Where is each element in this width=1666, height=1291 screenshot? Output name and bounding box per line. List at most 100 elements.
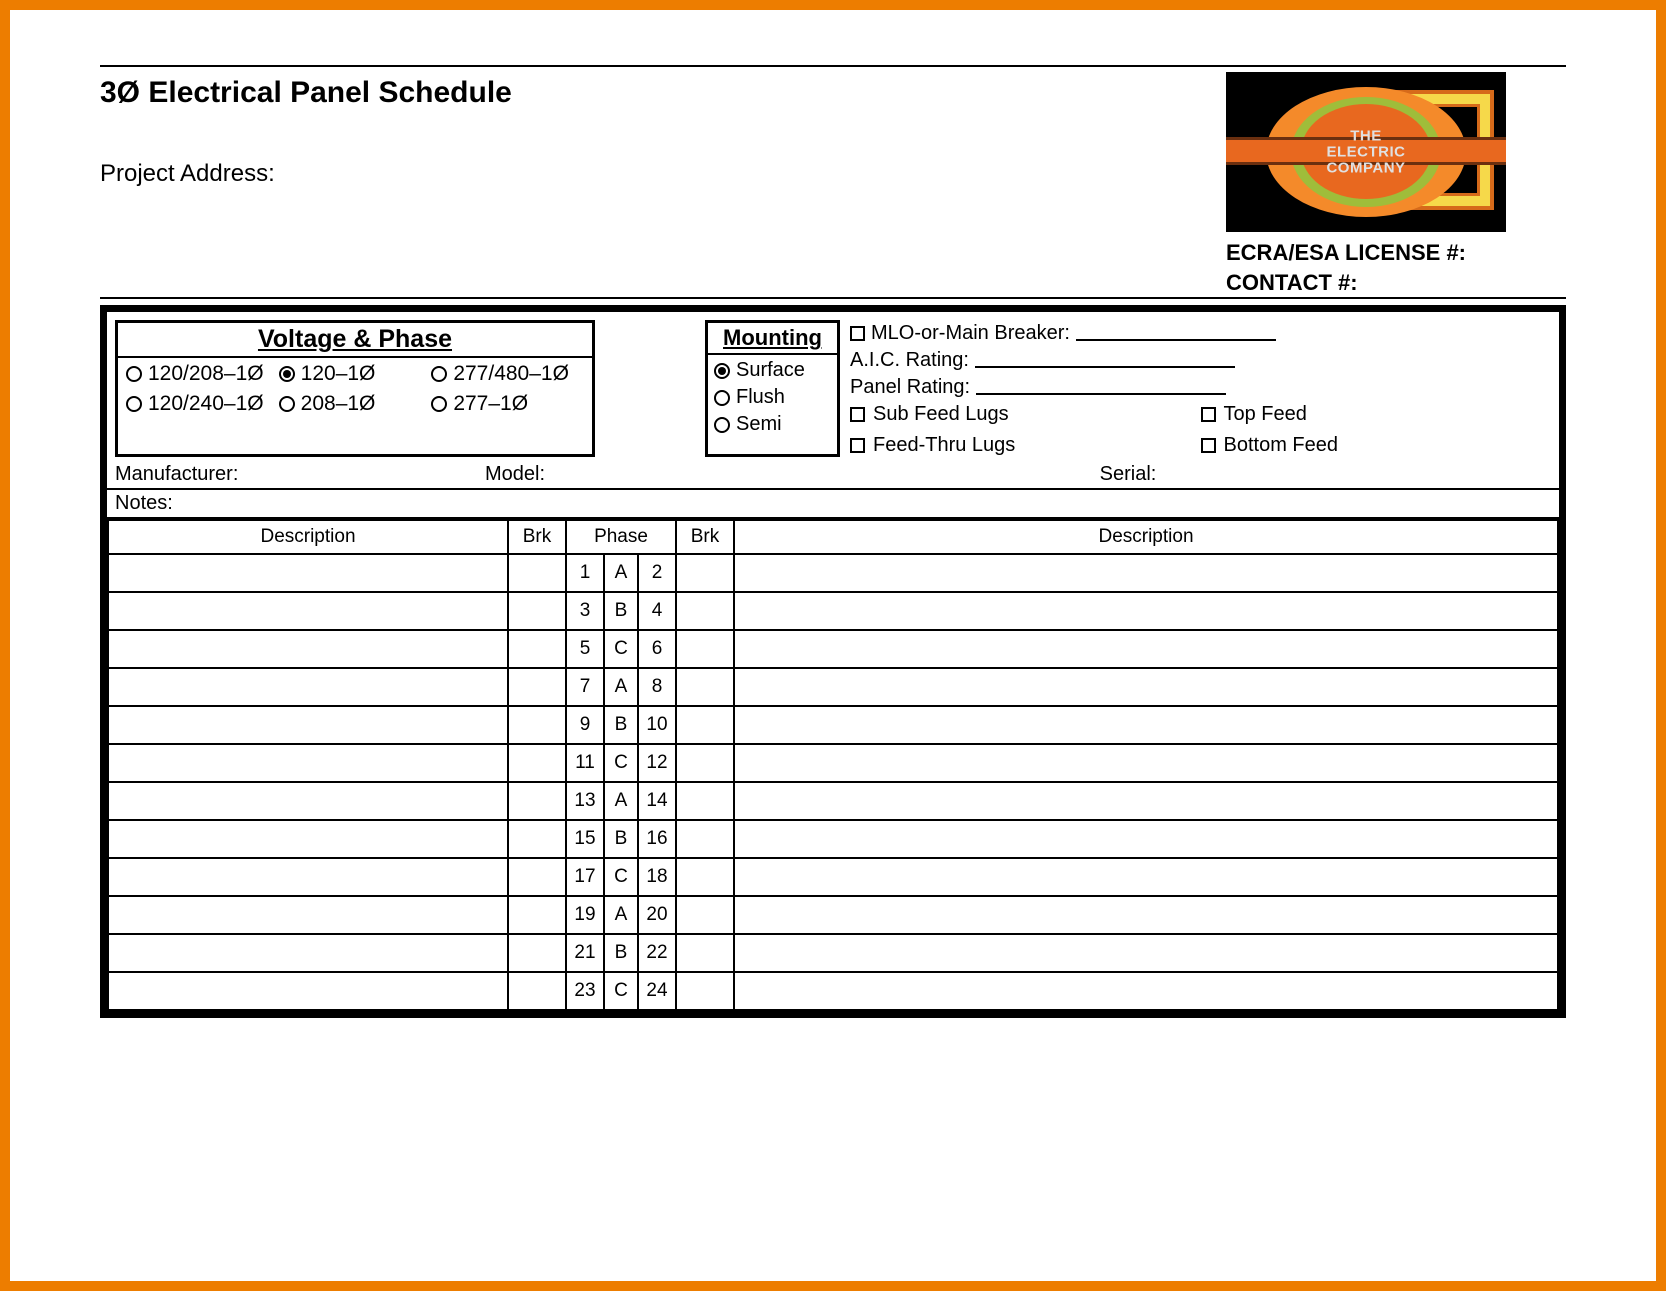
desc-right-cell[interactable] — [734, 706, 1558, 744]
checkbox-icon — [1201, 407, 1216, 422]
desc-left-cell[interactable] — [108, 592, 508, 630]
option-label: 277/480–1Ø — [453, 362, 569, 386]
circuit-num-left: 5 — [566, 630, 604, 668]
desc-right-cell[interactable] — [734, 782, 1558, 820]
contact-label: CONTACT #: — [1226, 268, 1566, 298]
voltage-phase-option[interactable]: 120/208–1Ø — [126, 362, 279, 386]
mlo-field[interactable] — [1076, 327, 1276, 341]
voltage-phase-option[interactable]: 120/240–1Ø — [126, 392, 279, 416]
brk-right-cell[interactable] — [676, 668, 734, 706]
radio-icon — [714, 363, 730, 379]
logo-line2: ELECTRIC — [1327, 143, 1406, 160]
phase-cell: B — [604, 706, 638, 744]
feed-checkbox-item[interactable]: Feed-Thru Lugs — [850, 434, 1201, 457]
desc-right-cell[interactable] — [734, 896, 1558, 934]
desc-right-cell[interactable] — [734, 858, 1558, 896]
circuit-num-right: 24 — [638, 972, 676, 1010]
desc-left-cell[interactable] — [108, 782, 508, 820]
desc-left-cell[interactable] — [108, 820, 508, 858]
phase-cell: B — [604, 592, 638, 630]
phase-cell: A — [604, 554, 638, 592]
desc-right-cell[interactable] — [734, 668, 1558, 706]
desc-left-cell[interactable] — [108, 934, 508, 972]
desc-right-cell[interactable] — [734, 592, 1558, 630]
checkbox-icon — [1201, 438, 1216, 453]
table-row: 13A14 — [108, 782, 1558, 820]
brk-left-cell[interactable] — [508, 554, 566, 592]
voltage-phase-option[interactable]: 277/480–1Ø — [431, 362, 584, 386]
phase-cell: A — [604, 668, 638, 706]
panel-rating-line: Panel Rating: — [850, 376, 1551, 399]
desc-left-cell[interactable] — [108, 972, 508, 1010]
desc-right-cell[interactable] — [734, 744, 1558, 782]
desc-left-cell[interactable] — [108, 554, 508, 592]
mounting-option[interactable]: Flush — [714, 386, 831, 409]
brk-right-cell[interactable] — [676, 782, 734, 820]
col-brk-left: Brk — [508, 520, 566, 554]
brk-left-cell[interactable] — [508, 934, 566, 972]
brk-right-cell[interactable] — [676, 896, 734, 934]
brk-left-cell[interactable] — [508, 592, 566, 630]
feed-checkbox-item[interactable]: Sub Feed Lugs — [850, 403, 1201, 426]
brk-left-cell[interactable] — [508, 706, 566, 744]
brk-right-cell[interactable] — [676, 858, 734, 896]
desc-right-cell[interactable] — [734, 972, 1558, 1010]
feed-checkbox-item[interactable]: Bottom Feed — [1201, 434, 1552, 457]
brk-left-cell[interactable] — [508, 896, 566, 934]
mounting-option[interactable]: Semi — [714, 413, 831, 436]
desc-left-cell[interactable] — [108, 858, 508, 896]
voltage-phase-option[interactable]: 208–1Ø — [279, 392, 432, 416]
brk-right-cell[interactable] — [676, 592, 734, 630]
brk-right-cell[interactable] — [676, 972, 734, 1010]
phase-cell: C — [604, 972, 638, 1010]
brk-left-cell[interactable] — [508, 972, 566, 1010]
brk-right-cell[interactable] — [676, 630, 734, 668]
phase-cell: A — [604, 782, 638, 820]
brk-left-cell[interactable] — [508, 858, 566, 896]
circuit-num-right: 4 — [638, 592, 676, 630]
table-row: 11C12 — [108, 744, 1558, 782]
circuit-num-left: 21 — [566, 934, 604, 972]
desc-left-cell[interactable] — [108, 744, 508, 782]
brk-right-cell[interactable] — [676, 934, 734, 972]
desc-left-cell[interactable] — [108, 630, 508, 668]
mounting-option[interactable]: Surface — [714, 359, 831, 382]
phase-cell: B — [604, 934, 638, 972]
col-description-right: Description — [734, 520, 1558, 554]
desc-left-cell[interactable] — [108, 668, 508, 706]
circuit-num-left: 1 — [566, 554, 604, 592]
voltage-phase-options: 120/208–1Ø120–1Ø 277/480–1Ø 120/240–1Ø208–… — [118, 358, 592, 424]
brk-right-cell[interactable] — [676, 744, 734, 782]
table-row: 7A8 — [108, 668, 1558, 706]
desc-left-cell[interactable] — [108, 896, 508, 934]
brk-left-cell[interactable] — [508, 820, 566, 858]
brk-left-cell[interactable] — [508, 782, 566, 820]
checkbox-icon — [850, 438, 865, 453]
brk-left-cell[interactable] — [508, 668, 566, 706]
brk-left-cell[interactable] — [508, 630, 566, 668]
table-row: 21B22 — [108, 934, 1558, 972]
desc-right-cell[interactable] — [734, 630, 1558, 668]
brk-right-cell[interactable] — [676, 820, 734, 858]
circuit-num-left: 7 — [566, 668, 604, 706]
feed-checkbox-item[interactable]: Top Feed — [1201, 403, 1552, 426]
radio-icon — [279, 396, 295, 412]
voltage-phase-option[interactable]: 277–1Ø — [431, 392, 584, 416]
brk-left-cell[interactable] — [508, 744, 566, 782]
circuit-num-left: 15 — [566, 820, 604, 858]
brk-right-cell[interactable] — [676, 706, 734, 744]
license-label: ECRA/ESA LICENSE #: — [1226, 238, 1566, 268]
desc-left-cell[interactable] — [108, 706, 508, 744]
circuit-num-right: 16 — [638, 820, 676, 858]
desc-right-cell[interactable] — [734, 934, 1558, 972]
panel-rating-field[interactable] — [976, 381, 1226, 395]
aic-field[interactable] — [975, 354, 1235, 368]
voltage-phase-option[interactable]: 120–1Ø — [279, 362, 432, 386]
desc-right-cell[interactable] — [734, 820, 1558, 858]
brk-right-cell[interactable] — [676, 554, 734, 592]
top-rule — [100, 65, 1566, 67]
desc-right-cell[interactable] — [734, 554, 1558, 592]
table-row: 3B4 — [108, 592, 1558, 630]
logo-line1: THE — [1350, 127, 1382, 144]
mlo-checkbox[interactable] — [850, 326, 865, 341]
